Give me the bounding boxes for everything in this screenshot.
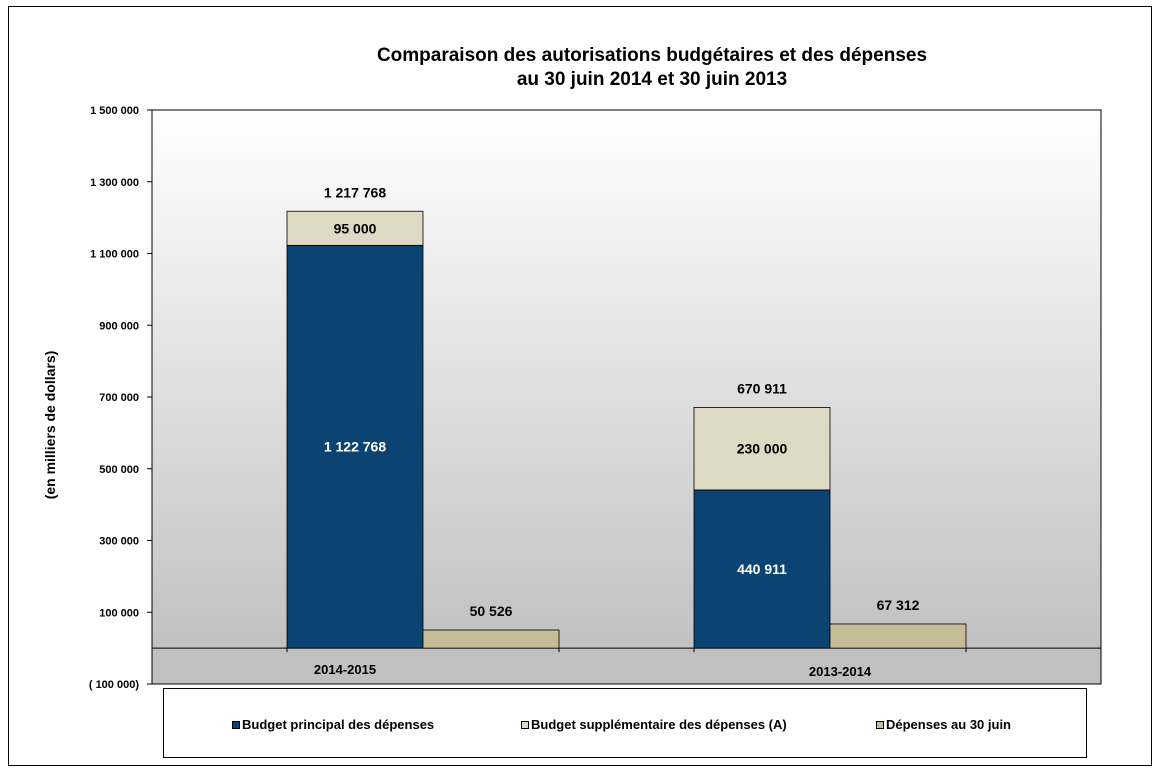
y-tick-label: 900 000 bbox=[99, 320, 139, 332]
bar-depenses-2014-2015 bbox=[422, 629, 560, 649]
y-tick-label: 500 000 bbox=[99, 464, 139, 476]
data-label-budget-supplementaire-2014-2015: 95 000 bbox=[334, 220, 377, 236]
bar-budget-supplementaire-2014-2015 bbox=[286, 210, 424, 246]
x-category-label-2013-2014: 2013-2014 bbox=[809, 664, 872, 679]
y-tick-label: 1 300 000 bbox=[90, 177, 139, 189]
below-zero-band bbox=[152, 648, 1101, 684]
legend-label-budget-supplementaire: Budget supplémentaire des dépenses (A) bbox=[531, 717, 787, 732]
bar-depenses-2013-2014 bbox=[829, 623, 967, 649]
total-label-2014-2015: 1 217 768 bbox=[324, 184, 386, 200]
y-tick-label: 300 000 bbox=[99, 536, 139, 548]
chart-title-line-2: au 30 juin 2014 et 30 juin 2013 bbox=[516, 69, 788, 90]
legend-swatch-budget-supplementaire bbox=[521, 720, 529, 729]
x-category-label-2014-2015: 2014-2015 bbox=[314, 662, 376, 677]
data-label-budget-supplementaire-2013-2014: 230 000 bbox=[737, 441, 788, 457]
legend: Budget principal des dépenses Budget sup… bbox=[163, 688, 1087, 758]
data-label-depenses-2013-2014: 67 312 bbox=[877, 597, 920, 613]
bar-budget-supplementaire-2013-2014 bbox=[693, 407, 831, 491]
y-tick-label: ( 100 000) bbox=[89, 679, 139, 691]
legend-item-budget-supplementaire: Budget supplémentaire des dépenses (A) bbox=[521, 717, 787, 732]
y-tick-label: 100 000 bbox=[99, 607, 139, 619]
bar-budget-principal-2014-2015 bbox=[286, 244, 424, 649]
total-label-2013-2014: 670 911 bbox=[737, 380, 787, 396]
legend-label-depenses: Dépenses au 30 juin bbox=[886, 717, 1011, 732]
legend-swatch-budget-principal bbox=[232, 720, 240, 729]
chart-title-line-1: Comparaison des autorisations budgétaire… bbox=[376, 45, 928, 66]
legend-item-budget-principal: Budget principal des dépenses bbox=[232, 717, 434, 732]
y-tick-label: 1 500 000 bbox=[90, 105, 139, 117]
legend-item-depenses: Dépenses au 30 juin bbox=[876, 717, 1011, 732]
bar-budget-principal-2013-2014 bbox=[693, 489, 831, 649]
data-label-budget-principal-2014-2015: 1 122 768 bbox=[324, 439, 386, 455]
y-tick-label: 1 100 000 bbox=[90, 249, 139, 261]
data-label-budget-principal-2013-2014: 440 911 bbox=[737, 561, 787, 577]
data-label-depenses-2014-2015: 50 526 bbox=[470, 603, 513, 619]
y-tick-label: 700 000 bbox=[99, 392, 139, 404]
chart-title: Comparaison des autorisations budgétaire… bbox=[152, 44, 1152, 92]
legend-swatch-depenses bbox=[876, 720, 884, 729]
legend-label-budget-principal: Budget principal des dépenses bbox=[242, 717, 435, 732]
